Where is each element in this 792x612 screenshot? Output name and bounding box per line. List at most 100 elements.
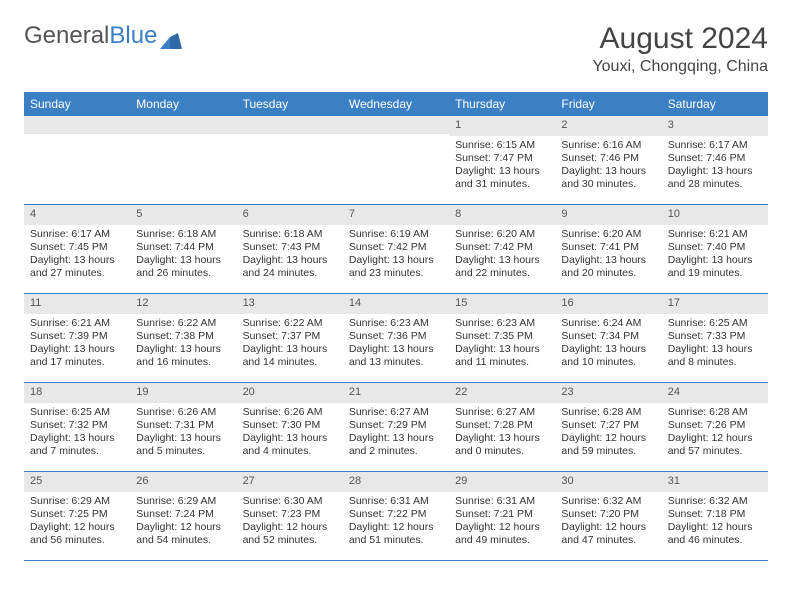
day-body: Sunrise: 6:15 AMSunset: 7:47 PMDaylight:… <box>449 136 555 196</box>
daylight-text: Daylight: 13 hours and 4 minutes. <box>243 432 337 458</box>
day-body: Sunrise: 6:18 AMSunset: 7:44 PMDaylight:… <box>130 225 236 285</box>
day-cell: 13Sunrise: 6:22 AMSunset: 7:37 PMDayligh… <box>237 294 343 382</box>
sunrise-text: Sunrise: 6:25 AM <box>30 406 124 419</box>
location-label: Youxi, Chongqing, China <box>592 58 768 76</box>
day-body: Sunrise: 6:32 AMSunset: 7:18 PMDaylight:… <box>662 492 768 552</box>
weekday-header: Sunday <box>24 92 130 116</box>
sunrise-text: Sunrise: 6:23 AM <box>349 317 443 330</box>
sunset-text: Sunset: 7:18 PM <box>668 508 762 521</box>
sunrise-text: Sunrise: 6:22 AM <box>243 317 337 330</box>
daylight-text: Daylight: 12 hours and 49 minutes. <box>455 521 549 547</box>
day-cell: 5Sunrise: 6:18 AMSunset: 7:44 PMDaylight… <box>130 205 236 293</box>
daylight-text: Daylight: 13 hours and 24 minutes. <box>243 254 337 280</box>
daylight-text: Daylight: 13 hours and 11 minutes. <box>455 343 549 369</box>
sunrise-text: Sunrise: 6:18 AM <box>136 228 230 241</box>
daylight-text: Daylight: 12 hours and 59 minutes. <box>561 432 655 458</box>
weekday-header: Thursday <box>449 92 555 116</box>
day-number: 8 <box>449 205 555 225</box>
sunset-text: Sunset: 7:21 PM <box>455 508 549 521</box>
day-number: 15 <box>449 294 555 314</box>
logo-mark-icon <box>160 28 182 44</box>
day-number: 13 <box>237 294 343 314</box>
day-body: Sunrise: 6:24 AMSunset: 7:34 PMDaylight:… <box>555 314 661 374</box>
daylight-text: Daylight: 12 hours and 54 minutes. <box>136 521 230 547</box>
day-number: 26 <box>130 472 236 492</box>
sunrise-text: Sunrise: 6:31 AM <box>349 495 443 508</box>
daylight-text: Daylight: 13 hours and 27 minutes. <box>30 254 124 280</box>
daylight-text: Daylight: 12 hours and 47 minutes. <box>561 521 655 547</box>
sunrise-text: Sunrise: 6:20 AM <box>455 228 549 241</box>
sunset-text: Sunset: 7:40 PM <box>668 241 762 254</box>
day-body: Sunrise: 6:20 AMSunset: 7:41 PMDaylight:… <box>555 225 661 285</box>
sunrise-text: Sunrise: 6:20 AM <box>561 228 655 241</box>
day-cell: 7Sunrise: 6:19 AMSunset: 7:42 PMDaylight… <box>343 205 449 293</box>
day-number: 29 <box>449 472 555 492</box>
day-cell: 22Sunrise: 6:27 AMSunset: 7:28 PMDayligh… <box>449 383 555 471</box>
daylight-text: Daylight: 13 hours and 17 minutes. <box>30 343 124 369</box>
day-cell: 4Sunrise: 6:17 AMSunset: 7:45 PMDaylight… <box>24 205 130 293</box>
sunrise-text: Sunrise: 6:31 AM <box>455 495 549 508</box>
sunset-text: Sunset: 7:45 PM <box>30 241 124 254</box>
day-body: Sunrise: 6:31 AMSunset: 7:22 PMDaylight:… <box>343 492 449 552</box>
daylight-text: Daylight: 13 hours and 7 minutes. <box>30 432 124 458</box>
day-cell: 21Sunrise: 6:27 AMSunset: 7:29 PMDayligh… <box>343 383 449 471</box>
weeks-container: 1Sunrise: 6:15 AMSunset: 7:47 PMDaylight… <box>24 116 768 561</box>
sunset-text: Sunset: 7:31 PM <box>136 419 230 432</box>
day-number: 3 <box>662 116 768 136</box>
day-cell: 23Sunrise: 6:28 AMSunset: 7:27 PMDayligh… <box>555 383 661 471</box>
day-number <box>24 116 130 134</box>
daylight-text: Daylight: 13 hours and 22 minutes. <box>455 254 549 280</box>
day-cell: 29Sunrise: 6:31 AMSunset: 7:21 PMDayligh… <box>449 472 555 560</box>
day-cell: 8Sunrise: 6:20 AMSunset: 7:42 PMDaylight… <box>449 205 555 293</box>
sunrise-text: Sunrise: 6:29 AM <box>136 495 230 508</box>
sunrise-text: Sunrise: 6:21 AM <box>668 228 762 241</box>
daylight-text: Daylight: 13 hours and 8 minutes. <box>668 343 762 369</box>
sunset-text: Sunset: 7:34 PM <box>561 330 655 343</box>
sunset-text: Sunset: 7:29 PM <box>349 419 443 432</box>
week-row: 4Sunrise: 6:17 AMSunset: 7:45 PMDaylight… <box>24 205 768 294</box>
day-number: 9 <box>555 205 661 225</box>
day-number: 18 <box>24 383 130 403</box>
sunset-text: Sunset: 7:39 PM <box>30 330 124 343</box>
day-body: Sunrise: 6:31 AMSunset: 7:21 PMDaylight:… <box>449 492 555 552</box>
day-number <box>343 116 449 134</box>
sunrise-text: Sunrise: 6:23 AM <box>455 317 549 330</box>
weekday-header: Friday <box>555 92 661 116</box>
day-body: Sunrise: 6:25 AMSunset: 7:33 PMDaylight:… <box>662 314 768 374</box>
daylight-text: Daylight: 13 hours and 16 minutes. <box>136 343 230 369</box>
sunrise-text: Sunrise: 6:26 AM <box>136 406 230 419</box>
sunrise-text: Sunrise: 6:17 AM <box>668 139 762 152</box>
day-body: Sunrise: 6:21 AMSunset: 7:40 PMDaylight:… <box>662 225 768 285</box>
sunset-text: Sunset: 7:37 PM <box>243 330 337 343</box>
daylight-text: Daylight: 13 hours and 5 minutes. <box>136 432 230 458</box>
day-cell: 9Sunrise: 6:20 AMSunset: 7:41 PMDaylight… <box>555 205 661 293</box>
daylight-text: Daylight: 13 hours and 19 minutes. <box>668 254 762 280</box>
day-number <box>237 116 343 134</box>
day-cell: 20Sunrise: 6:26 AMSunset: 7:30 PMDayligh… <box>237 383 343 471</box>
day-number: 12 <box>130 294 236 314</box>
day-body: Sunrise: 6:27 AMSunset: 7:28 PMDaylight:… <box>449 403 555 463</box>
sunset-text: Sunset: 7:23 PM <box>243 508 337 521</box>
sunset-text: Sunset: 7:46 PM <box>668 152 762 165</box>
day-number: 30 <box>555 472 661 492</box>
sunset-text: Sunset: 7:32 PM <box>30 419 124 432</box>
sunset-text: Sunset: 7:30 PM <box>243 419 337 432</box>
sunrise-text: Sunrise: 6:26 AM <box>243 406 337 419</box>
sunrise-text: Sunrise: 6:32 AM <box>668 495 762 508</box>
sunset-text: Sunset: 7:25 PM <box>30 508 124 521</box>
day-cell: 28Sunrise: 6:31 AMSunset: 7:22 PMDayligh… <box>343 472 449 560</box>
day-number: 17 <box>662 294 768 314</box>
sunset-text: Sunset: 7:27 PM <box>561 419 655 432</box>
sunrise-text: Sunrise: 6:21 AM <box>30 317 124 330</box>
day-cell: 25Sunrise: 6:29 AMSunset: 7:25 PMDayligh… <box>24 472 130 560</box>
day-body: Sunrise: 6:30 AMSunset: 7:23 PMDaylight:… <box>237 492 343 552</box>
day-body: Sunrise: 6:23 AMSunset: 7:35 PMDaylight:… <box>449 314 555 374</box>
day-number: 22 <box>449 383 555 403</box>
day-cell: 2Sunrise: 6:16 AMSunset: 7:46 PMDaylight… <box>555 116 661 204</box>
day-cell: 31Sunrise: 6:32 AMSunset: 7:18 PMDayligh… <box>662 472 768 560</box>
day-number: 21 <box>343 383 449 403</box>
day-body: Sunrise: 6:29 AMSunset: 7:25 PMDaylight:… <box>24 492 130 552</box>
sunrise-text: Sunrise: 6:16 AM <box>561 139 655 152</box>
day-cell: 26Sunrise: 6:29 AMSunset: 7:24 PMDayligh… <box>130 472 236 560</box>
day-cell: 16Sunrise: 6:24 AMSunset: 7:34 PMDayligh… <box>555 294 661 382</box>
